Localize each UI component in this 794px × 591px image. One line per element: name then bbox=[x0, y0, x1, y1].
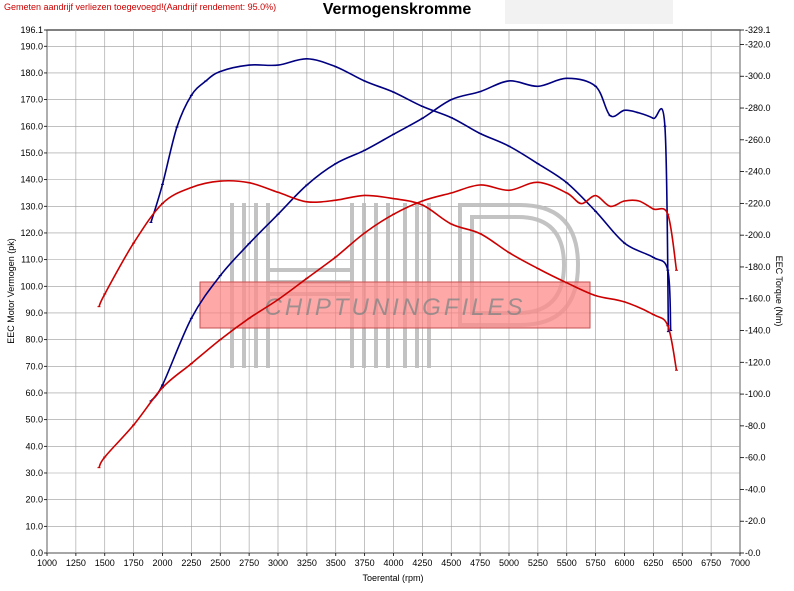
y-right-tick-label: -80.0 bbox=[745, 421, 766, 431]
y-left-tick-label: 150.0 bbox=[20, 148, 43, 158]
y-right-tick-label: -160.0 bbox=[745, 294, 771, 304]
y-right-tick-label: -329.1 bbox=[745, 25, 771, 35]
x-tick-label: 1750 bbox=[124, 558, 144, 568]
x-tick-label: 3250 bbox=[297, 558, 317, 568]
x-tick-label: 6500 bbox=[672, 558, 692, 568]
y-right-tick-label: -200.0 bbox=[745, 230, 771, 240]
y-left-tick-label: 0.0 bbox=[30, 548, 43, 558]
y-right-tick-label: -140.0 bbox=[745, 326, 771, 336]
y-right-tick-labels: -0.0 -20.0 -40.0 -60.0 -80.0 -100.0 -120.0 -140… bbox=[740, 25, 771, 558]
y-left-tick-label: 170.0 bbox=[20, 95, 43, 105]
x-tick-label: 2500 bbox=[210, 558, 230, 568]
y-right-tick-label: -0.0 bbox=[745, 548, 761, 558]
x-tick-label: 2250 bbox=[181, 558, 201, 568]
x-tick-label: 3500 bbox=[326, 558, 346, 568]
y-right-tick-label: -20.0 bbox=[745, 516, 766, 526]
x-tick-label: 1000 bbox=[37, 558, 57, 568]
y-left-tick-label: 60.0 bbox=[25, 388, 43, 398]
y-right-tick-label: -280.0 bbox=[745, 103, 771, 113]
y-left-tick-label: 50.0 bbox=[25, 415, 43, 425]
y-right-tick-label: -120.0 bbox=[745, 357, 771, 367]
y-left-tick-label: 90.0 bbox=[25, 308, 43, 318]
y-right-axis-label: EEC Torque (Nm) bbox=[774, 256, 784, 327]
watermark-banner bbox=[199, 281, 591, 329]
x-tick-label: 5000 bbox=[499, 558, 519, 568]
y-left-tick-label: 20.0 bbox=[25, 495, 43, 505]
y-right-tick-label: -320.0 bbox=[745, 39, 771, 49]
x-tick-label: 4250 bbox=[412, 558, 432, 568]
y-left-tick-label: 100.0 bbox=[20, 281, 43, 291]
x-tick-label: 1500 bbox=[95, 558, 115, 568]
x-tick-label: 4000 bbox=[383, 558, 403, 568]
y-left-tick-label: 80.0 bbox=[25, 335, 43, 345]
y-left-tick-label: 120.0 bbox=[20, 228, 43, 238]
y-left-tick-label: 110.0 bbox=[21, 255, 43, 265]
y-right-tick-label: -220.0 bbox=[745, 198, 771, 208]
watermark-text: CHIPTUNINGFILES bbox=[264, 294, 525, 321]
y-left-tick-label: 130.0 bbox=[20, 201, 43, 211]
curves bbox=[97, 57, 678, 469]
watermark-logo: CHIPTUNINGFILES bbox=[199, 203, 591, 368]
x-tick-label: 2000 bbox=[152, 558, 172, 568]
y-left-tick-label: 70.0 bbox=[25, 361, 43, 371]
x-tick-labels: 1000 1250 1500 1750 2000 2250 2500 2750 3000 3250… bbox=[37, 553, 750, 568]
x-tick-label: 4500 bbox=[441, 558, 461, 568]
y-left-tick-label: 180.0 bbox=[20, 68, 43, 78]
y-left-axis-label: EEC Motor Vermogen (pk) bbox=[6, 238, 16, 344]
x-tick-label: 5250 bbox=[528, 558, 548, 568]
y-left-tick-label: 140.0 bbox=[20, 175, 43, 185]
x-tick-label: 7000 bbox=[730, 558, 750, 568]
x-axis-label: Toerental (rpm) bbox=[362, 573, 423, 583]
x-tick-label: 6750 bbox=[701, 558, 721, 568]
y-left-tick-label: 10.0 bbox=[25, 521, 43, 531]
y-right-tick-label: -300.0 bbox=[745, 71, 771, 81]
x-tick-label: 1250 bbox=[66, 558, 86, 568]
y-left-tick-labels: 0.0 10.0 20.0 30.0 40.0 50.0 60.0 70.0 80.0 90.0 1… bbox=[20, 25, 47, 558]
x-tick-label: 5500 bbox=[557, 558, 577, 568]
x-tick-label: 6000 bbox=[614, 558, 634, 568]
y-right-tick-label: -240.0 bbox=[745, 167, 771, 177]
x-tick-label: 2750 bbox=[239, 558, 259, 568]
chart-title: Vermogenskromme bbox=[322, 1, 472, 18]
x-tick-label: 6250 bbox=[643, 558, 663, 568]
y-left-tick-label: 196.1 bbox=[20, 25, 43, 35]
x-tick-label: 4750 bbox=[470, 558, 490, 568]
y-left-tick-label: 40.0 bbox=[25, 441, 43, 451]
y-left-tick-label: 30.0 bbox=[25, 468, 43, 478]
y-left-tick-label: 190.0 bbox=[20, 41, 43, 51]
header-panel bbox=[505, 0, 673, 24]
y-left-tick-label: 160.0 bbox=[20, 121, 43, 131]
y-right-tick-label: -180.0 bbox=[745, 262, 771, 272]
y-right-tick-label: -40.0 bbox=[745, 484, 766, 494]
x-tick-label: 5750 bbox=[586, 558, 606, 568]
y-right-tick-label: -260.0 bbox=[745, 135, 771, 145]
x-tick-label: 3000 bbox=[268, 558, 288, 568]
y-right-tick-label: -100.0 bbox=[745, 389, 771, 399]
y-right-tick-label: -60.0 bbox=[745, 453, 766, 463]
drivetrain-loss-note: Gemeten aandrijf verliezen toegevoegd!(A… bbox=[4, 2, 277, 12]
x-tick-label: 3750 bbox=[355, 558, 375, 568]
